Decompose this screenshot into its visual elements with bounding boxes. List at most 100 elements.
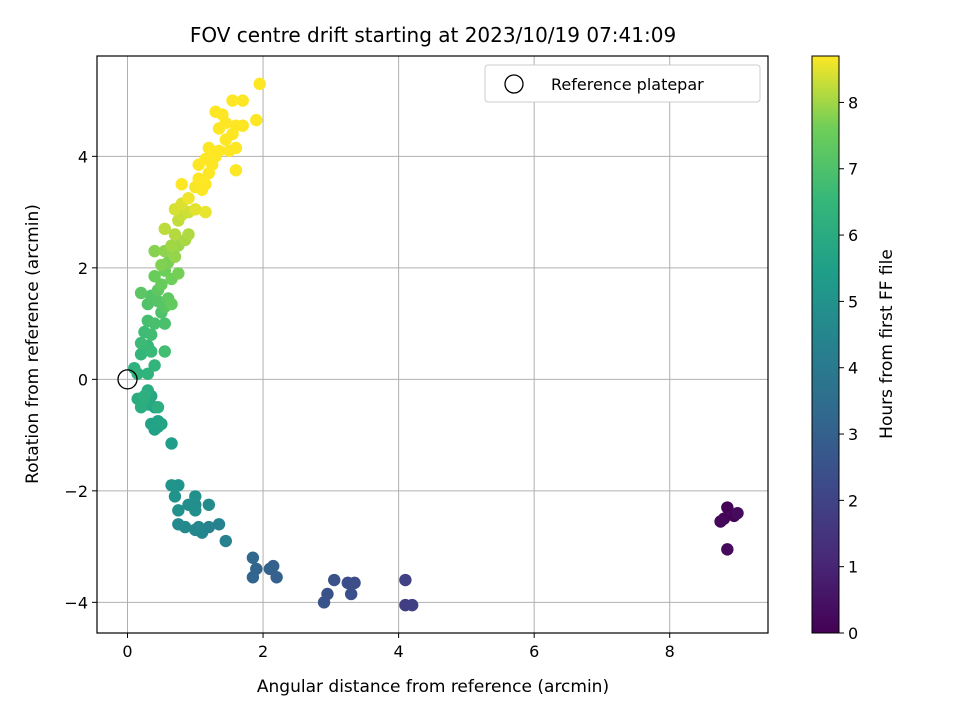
data-point (138, 389, 151, 403)
data-point (199, 205, 212, 219)
data-point (202, 498, 216, 511)
data-point (714, 515, 727, 528)
scatter-points (128, 77, 744, 612)
y-axis-ticks: −4 −2 0 2 4 (64, 147, 97, 612)
plot-frame (96, 55, 769, 634)
colorbar-gradient (811, 55, 840, 634)
y-tick-label: 4 (78, 147, 88, 166)
data-point (134, 286, 148, 300)
data-point (165, 239, 178, 252)
data-point (168, 228, 182, 241)
data-point (226, 94, 239, 107)
x-tick-label: 4 (394, 642, 404, 661)
data-point (168, 490, 182, 503)
data-point (236, 119, 249, 132)
data-point (399, 573, 412, 587)
data-point (172, 267, 185, 280)
y-tick-label: −2 (64, 482, 88, 501)
data-point (721, 501, 734, 514)
data-point (212, 518, 226, 531)
data-point (209, 105, 222, 118)
data-point (145, 345, 158, 358)
colorbar-tick-label: 2 (848, 491, 858, 510)
reference-marker-group (117, 369, 138, 390)
data-point (148, 270, 161, 283)
colorbar-tick-label: 8 (848, 93, 858, 112)
data-point (182, 228, 195, 241)
colorbar-tick-label: 5 (848, 292, 858, 311)
grid-lines (97, 56, 768, 633)
data-point (165, 297, 178, 311)
y-tick-label: 2 (78, 259, 88, 278)
data-point (134, 401, 148, 414)
colorbar-tick-label: 1 (848, 558, 858, 577)
colorbar-tick-label: 0 (848, 624, 858, 643)
data-point (270, 571, 283, 584)
legend: Reference platepar (484, 64, 761, 103)
data-point (131, 367, 144, 380)
data-point (192, 172, 205, 185)
legend-marker (504, 74, 524, 94)
data-point (134, 336, 148, 350)
data-point (165, 437, 178, 450)
data-point (189, 203, 202, 216)
colorbar-tick-label: 7 (848, 160, 858, 179)
colorbar-ticks: 0 1 2 3 4 5 6 7 8 (839, 93, 858, 643)
colorbar-tick-label: 6 (848, 226, 858, 245)
y-tick-label: −4 (64, 593, 88, 612)
y-axis-label: Rotation from reference (arcmin) (23, 204, 43, 484)
colorbar-tick-label: 4 (848, 359, 858, 378)
data-point (246, 551, 260, 564)
data-point (317, 596, 331, 609)
data-point (229, 164, 243, 177)
colorbar-tick-label: 3 (848, 425, 858, 444)
data-point (158, 222, 171, 236)
data-point (189, 504, 202, 517)
data-point (250, 113, 263, 127)
data-point (212, 144, 226, 157)
x-axis-label: Angular distance from reference (arcmin) (257, 677, 609, 697)
data-point (253, 77, 266, 91)
data-point (141, 367, 155, 380)
data-point (202, 141, 216, 155)
x-tick-label: 2 (258, 642, 268, 661)
data-point (341, 576, 354, 590)
data-point (148, 317, 161, 330)
data-point (721, 543, 734, 556)
data-point (172, 504, 185, 517)
data-point (155, 417, 168, 431)
x-tick-label: 8 (665, 642, 675, 661)
data-point (175, 178, 188, 191)
data-point (405, 598, 419, 612)
data-point (158, 317, 171, 330)
data-point (155, 278, 168, 291)
data-point (155, 258, 168, 272)
data-point (148, 359, 161, 372)
data-point (189, 490, 202, 503)
data-point (344, 587, 358, 601)
colorbar-label: Hours from first FF file (877, 249, 897, 439)
data-point (148, 244, 161, 258)
data-point (328, 573, 341, 587)
data-point (172, 518, 185, 531)
data-point (165, 479, 178, 492)
data-point (219, 534, 232, 548)
x-tick-label: 6 (529, 642, 539, 661)
data-point (263, 562, 277, 576)
data-point (158, 345, 171, 358)
data-point (246, 571, 260, 584)
chart-title: FOV centre drift starting at 2023/10/19 … (190, 23, 676, 47)
y-tick-label: 0 (78, 370, 88, 389)
data-point (182, 191, 195, 205)
legend-box (484, 64, 761, 103)
reference-marker (117, 369, 138, 390)
colorbar: 0 1 2 3 4 5 6 7 8 Hours from first FF file (811, 55, 897, 643)
data-point (731, 506, 744, 520)
x-axis-ticks: 0 2 4 6 8 (122, 633, 675, 661)
data-point (189, 523, 202, 537)
x-tick-label: 0 (122, 642, 132, 661)
data-point (229, 141, 243, 155)
legend-label: Reference platepar (551, 75, 704, 94)
data-point (168, 250, 182, 263)
